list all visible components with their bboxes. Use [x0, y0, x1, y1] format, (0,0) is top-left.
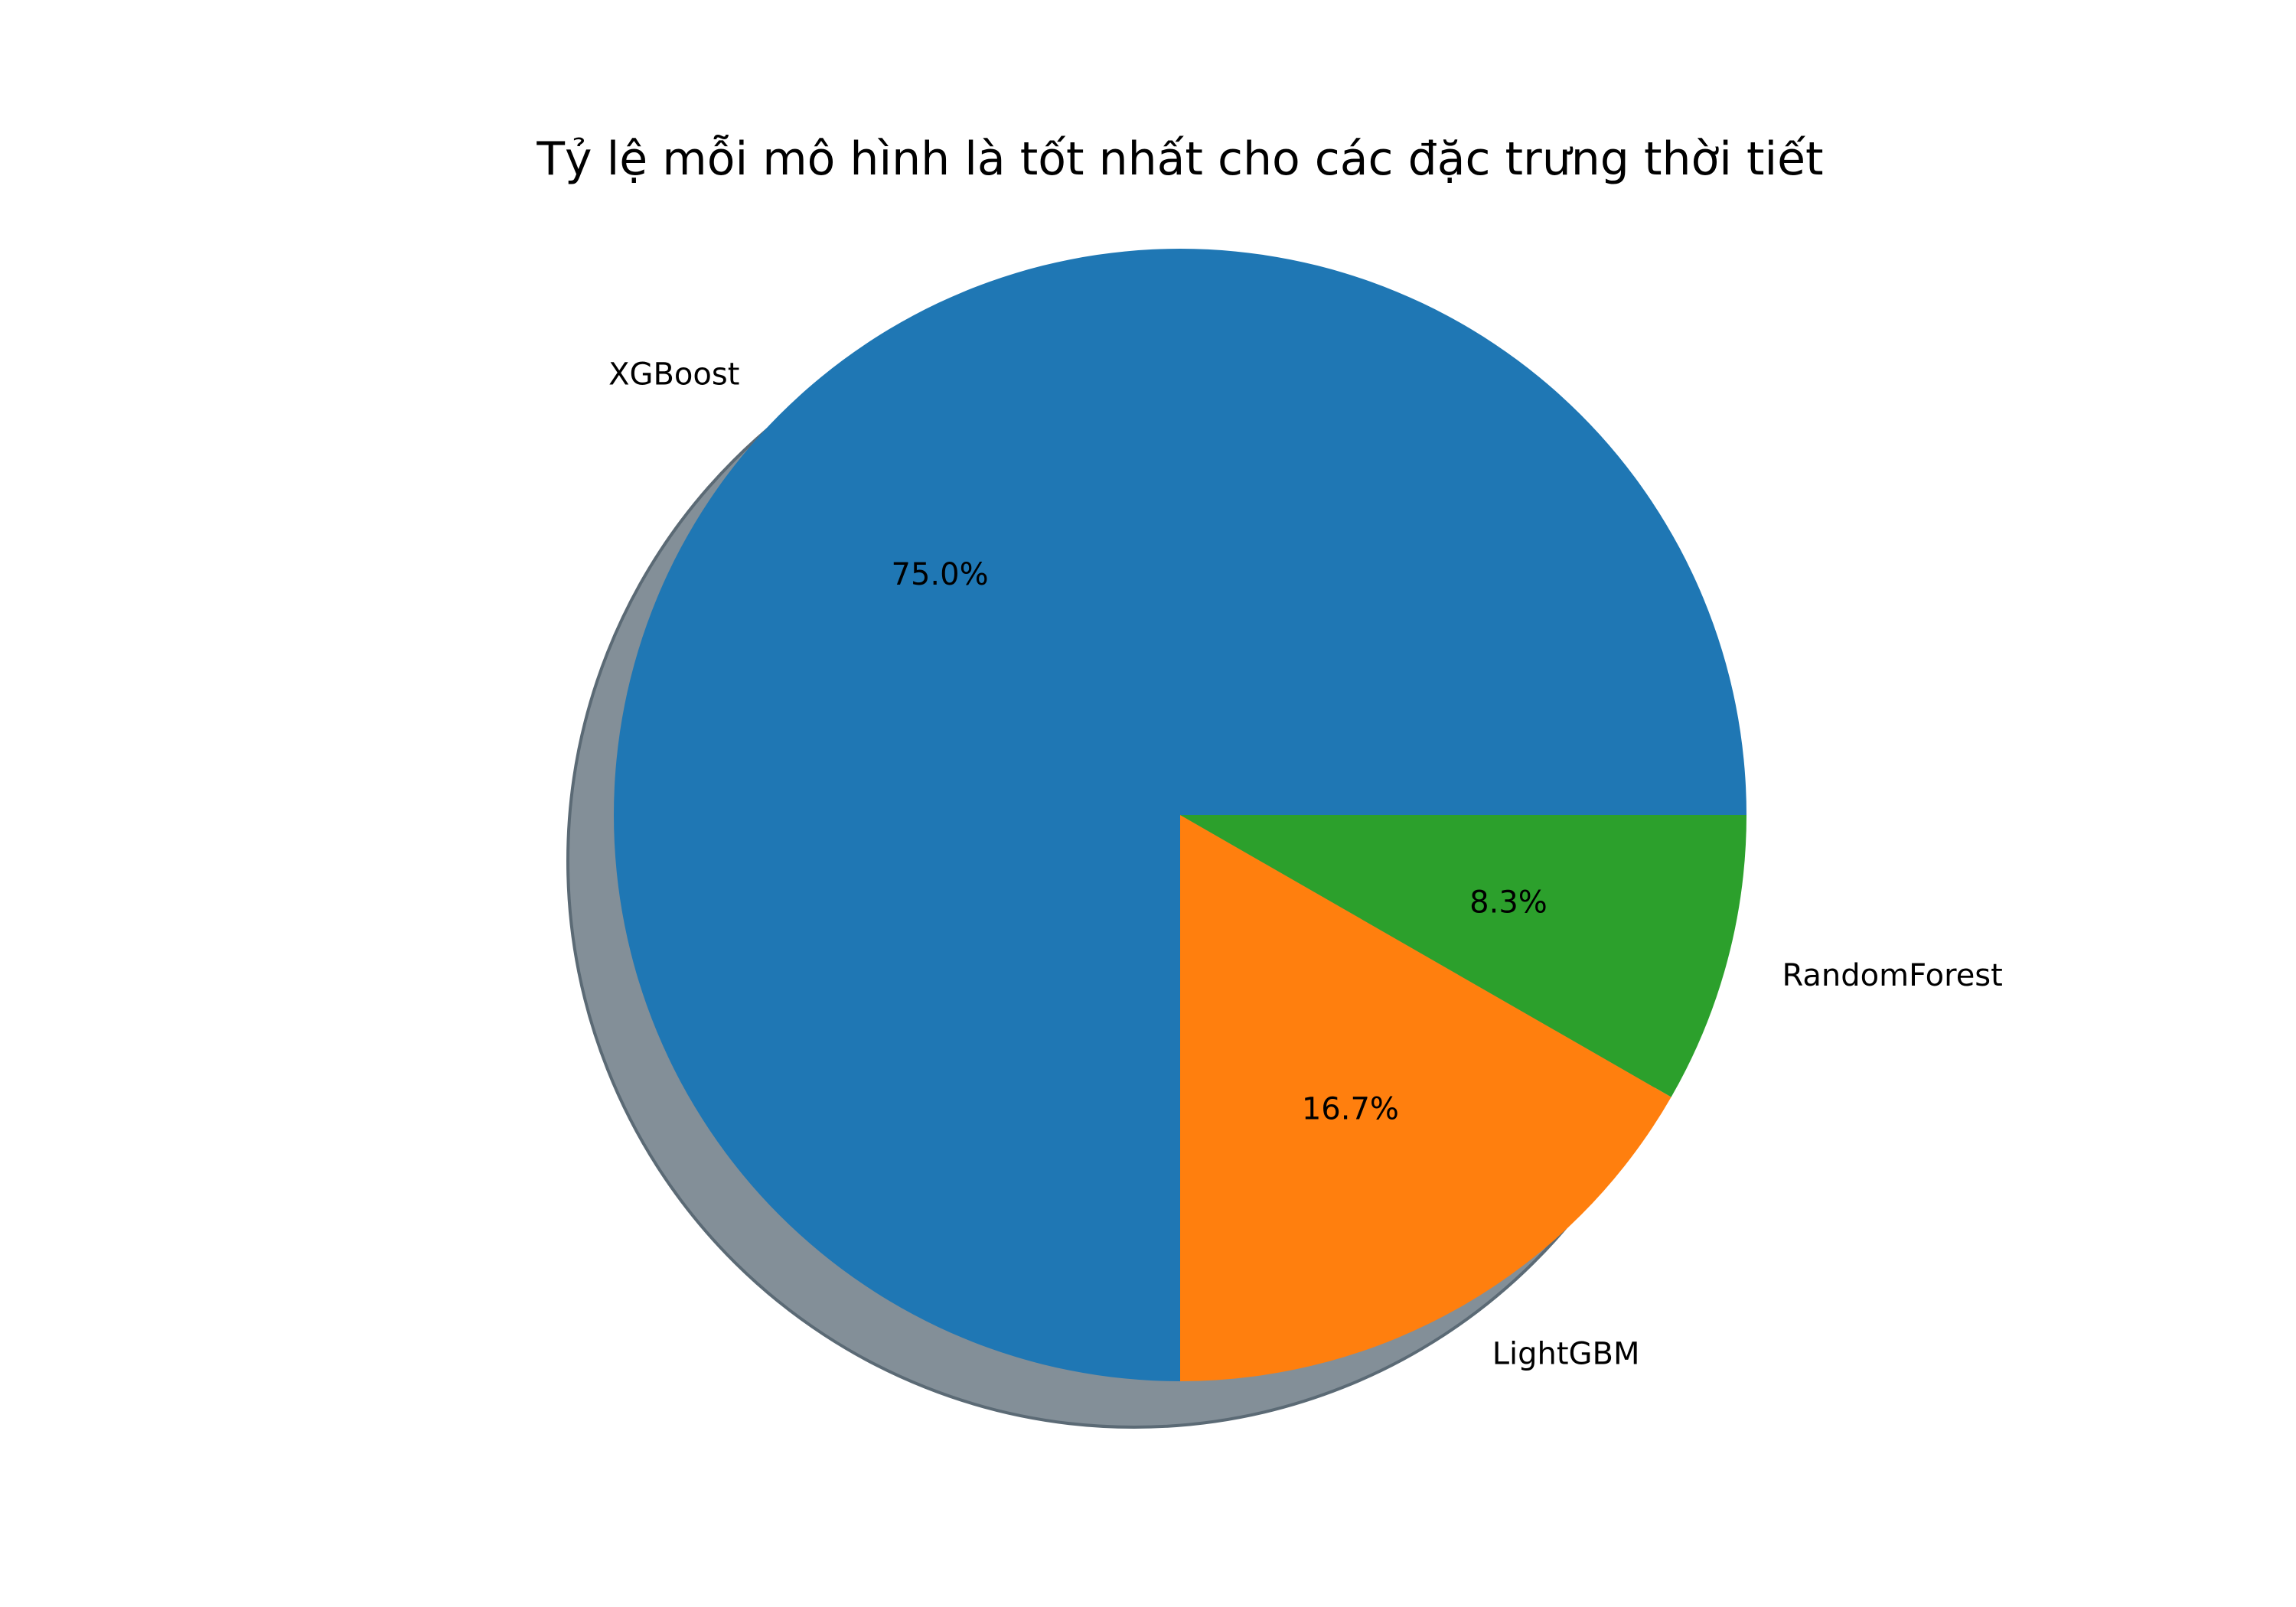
- slice-label-randomforest: RandomForest: [1782, 958, 2002, 993]
- chart-title: Tỷ lệ mỗi mô hình là tốt nhất cho các đặ…: [536, 132, 1823, 186]
- pie-slice-randomforest: [1180, 815, 1746, 1097]
- pie-slices: [614, 249, 1746, 1381]
- slice-label-xgboost: XGBoost: [608, 357, 739, 392]
- pct-label-xgboost: 75.0%: [892, 557, 989, 592]
- pie-labels: 75.0% XGBoost 16.7% LightGBM 8.3% RandomFores…: [608, 357, 2003, 1371]
- pct-label-randomforest: 8.3%: [1469, 885, 1548, 920]
- pct-label-lightgbm: 16.7%: [1302, 1091, 1399, 1126]
- slice-label-lightgbm: LightGBM: [1492, 1337, 1640, 1372]
- pie-slice-lightgbm: [1180, 815, 1671, 1381]
